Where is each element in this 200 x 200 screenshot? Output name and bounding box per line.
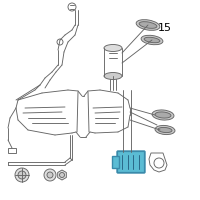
Ellipse shape xyxy=(136,20,160,30)
Ellipse shape xyxy=(144,37,160,43)
Circle shape xyxy=(15,168,29,182)
Ellipse shape xyxy=(155,112,171,118)
Ellipse shape xyxy=(139,22,157,28)
Circle shape xyxy=(18,171,26,179)
Ellipse shape xyxy=(158,127,172,133)
Ellipse shape xyxy=(155,125,175,135)
Bar xyxy=(8,148,16,153)
Ellipse shape xyxy=(152,110,174,120)
Circle shape xyxy=(44,169,56,181)
Ellipse shape xyxy=(104,72,122,79)
Text: 15: 15 xyxy=(158,23,172,33)
Circle shape xyxy=(60,172,64,178)
Circle shape xyxy=(47,172,53,178)
Ellipse shape xyxy=(141,35,163,45)
Ellipse shape xyxy=(104,45,122,51)
Bar xyxy=(112,156,119,168)
FancyBboxPatch shape xyxy=(117,151,145,173)
